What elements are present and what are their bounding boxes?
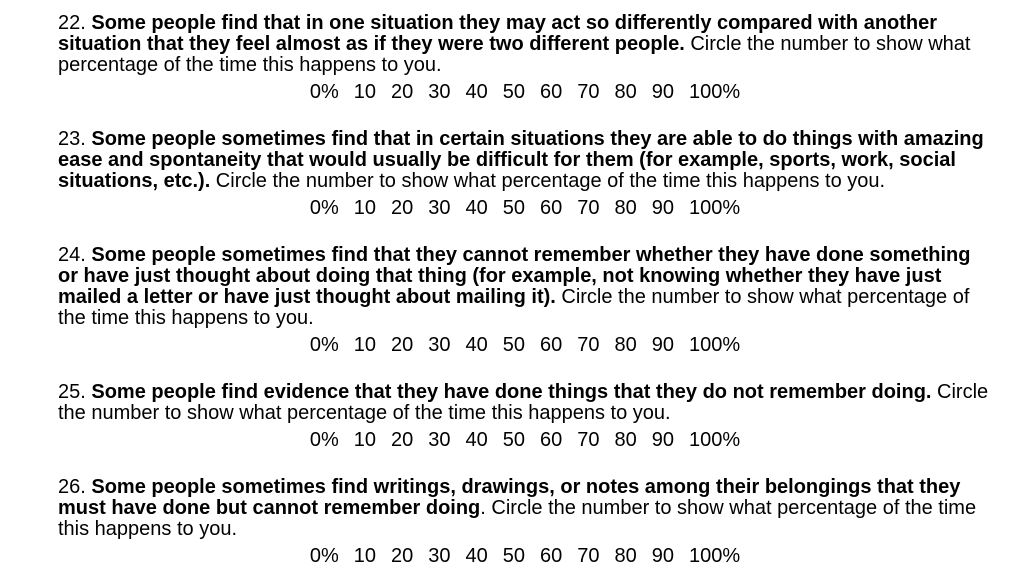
question-instruction: Circle the number to show what percentag… (58, 381, 989, 424)
scale-option-90[interactable]: 90 (651, 81, 674, 103)
scale-option-30[interactable]: 30 (428, 429, 451, 451)
question-statement: Some people sometimes find that in certa… (58, 128, 984, 192)
scale-option-80[interactable]: 80 (614, 197, 637, 219)
scale-option-80[interactable]: 80 (614, 545, 637, 567)
scale-option-70[interactable]: 70 (577, 545, 600, 567)
question-instruction: Circle the number to show what percentag… (58, 33, 971, 76)
scale-option-40[interactable]: 40 (465, 334, 488, 356)
scale-option-50[interactable]: 50 (502, 545, 525, 567)
scale-option-90[interactable]: 90 (651, 429, 674, 451)
scale-option-10[interactable]: 10 (353, 197, 376, 219)
scale-option-80[interactable]: 80 (614, 81, 637, 103)
scale-option-70[interactable]: 70 (577, 429, 600, 451)
percentage-scale: 0% 10 20 30 40 50 60 70 80 90 100% (58, 82, 992, 103)
question-number: 24. (58, 244, 86, 266)
percentage-scale: 0% 10 20 30 40 50 60 70 80 90 100% (58, 335, 992, 356)
scale-option-90[interactable]: 90 (651, 545, 674, 567)
scale-option-30[interactable]: 30 (428, 197, 451, 219)
scale-option-30[interactable]: 30 (428, 545, 451, 567)
question-number: 22. (58, 12, 86, 34)
question-list: 22. Some people find that in one situati… (58, 13, 1024, 567)
question-instruction: . Circle the number to show what percent… (58, 497, 977, 540)
scale-option-50[interactable]: 50 (502, 81, 525, 103)
question-statement: Some people sometimes find writings, dra… (58, 476, 961, 519)
question-block-25: 25. Some people find evidence that they … (58, 382, 992, 451)
scale-option-40[interactable]: 40 (465, 197, 488, 219)
scale-option-20[interactable]: 20 (391, 545, 414, 567)
scale-option-40[interactable]: 40 (465, 81, 488, 103)
scale-option-100pct[interactable]: 100% (689, 197, 741, 219)
percentage-scale: 0% 10 20 30 40 50 60 70 80 90 100% (58, 546, 992, 567)
question-text: 22. Some people find that in one situati… (58, 13, 992, 76)
question-block-22: 22. Some people find that in one situati… (58, 13, 992, 103)
scale-option-60[interactable]: 60 (540, 545, 563, 567)
question-text: 23. Some people sometimes find that in c… (58, 129, 992, 192)
scale-option-20[interactable]: 20 (391, 429, 414, 451)
scale-option-10[interactable]: 10 (353, 429, 376, 451)
scale-option-80[interactable]: 80 (614, 429, 637, 451)
scale-option-70[interactable]: 70 (577, 197, 600, 219)
scale-option-60[interactable]: 60 (540, 334, 563, 356)
scale-option-20[interactable]: 20 (391, 197, 414, 219)
scale-option-10[interactable]: 10 (353, 545, 376, 567)
scale-option-60[interactable]: 60 (540, 197, 563, 219)
scale-option-60[interactable]: 60 (540, 81, 563, 103)
scale-option-70[interactable]: 70 (577, 334, 600, 356)
question-text: 26. Some people sometimes find writings,… (58, 477, 992, 540)
scale-option-50[interactable]: 50 (502, 429, 525, 451)
scale-option-80[interactable]: 80 (614, 334, 637, 356)
question-statement: Some people find evidence that they have… (91, 381, 932, 403)
scale-option-40[interactable]: 40 (465, 545, 488, 567)
scale-option-0pct[interactable]: 0% (309, 429, 339, 451)
scale-option-70[interactable]: 70 (577, 81, 600, 103)
scale-option-90[interactable]: 90 (651, 334, 674, 356)
scale-option-20[interactable]: 20 (391, 81, 414, 103)
question-number: 23. (58, 128, 86, 150)
question-instruction: Circle the number to show what percentag… (210, 170, 886, 192)
question-instruction: Circle the number to show what percentag… (58, 286, 970, 329)
scale-option-30[interactable]: 30 (428, 334, 451, 356)
scale-option-40[interactable]: 40 (465, 429, 488, 451)
question-number: 26. (58, 476, 86, 498)
scale-option-100pct[interactable]: 100% (689, 429, 741, 451)
question-number: 25. (58, 381, 86, 403)
scale-option-100pct[interactable]: 100% (689, 334, 741, 356)
scale-option-100pct[interactable]: 100% (689, 81, 741, 103)
percentage-scale: 0% 10 20 30 40 50 60 70 80 90 100% (58, 198, 992, 219)
question-text: 25. Some people find evidence that they … (58, 382, 992, 424)
scale-option-50[interactable]: 50 (502, 334, 525, 356)
question-block-24: 24. Some people sometimes find that they… (58, 245, 992, 356)
scale-option-30[interactable]: 30 (428, 81, 451, 103)
question-block-26: 26. Some people sometimes find writings,… (58, 477, 992, 567)
question-text: 24. Some people sometimes find that they… (58, 245, 992, 329)
question-statement: Some people find that in one situation t… (58, 12, 938, 55)
scale-option-20[interactable]: 20 (391, 334, 414, 356)
scale-option-50[interactable]: 50 (502, 197, 525, 219)
percentage-scale: 0% 10 20 30 40 50 60 70 80 90 100% (58, 430, 992, 451)
scale-option-60[interactable]: 60 (540, 429, 563, 451)
scale-option-0pct[interactable]: 0% (309, 197, 339, 219)
scale-option-10[interactable]: 10 (353, 81, 376, 103)
scale-option-0pct[interactable]: 0% (309, 81, 339, 103)
scale-option-0pct[interactable]: 0% (309, 545, 339, 567)
scale-option-100pct[interactable]: 100% (689, 545, 741, 567)
scale-option-90[interactable]: 90 (651, 197, 674, 219)
scale-option-0pct[interactable]: 0% (309, 334, 339, 356)
question-block-23: 23. Some people sometimes find that in c… (58, 129, 992, 219)
question-statement: Some people sometimes find that they can… (58, 244, 971, 308)
scale-option-10[interactable]: 10 (353, 334, 376, 356)
